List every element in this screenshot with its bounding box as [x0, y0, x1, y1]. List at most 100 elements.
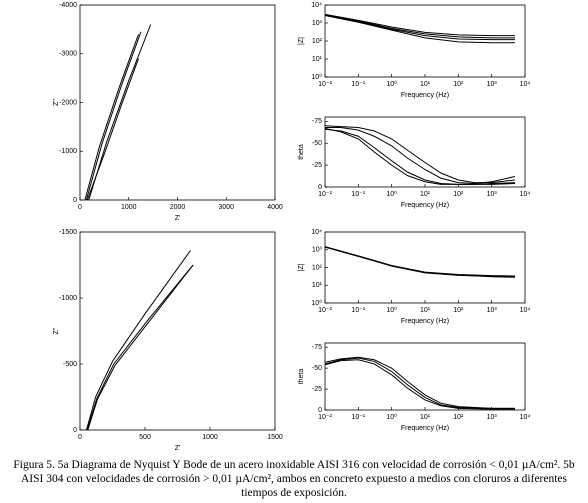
x-tick-label: 1500	[267, 434, 283, 441]
x-tick-label: 10²	[453, 307, 464, 314]
x-tick-label: 10⁴	[520, 414, 531, 421]
data-line	[324, 128, 515, 185]
y-tick-label: -50	[312, 365, 322, 372]
x-tick-label: 10⁻²	[318, 414, 332, 421]
x-tick-label: 10⁻¹	[351, 307, 365, 314]
data-line	[324, 14, 515, 41]
data-line	[324, 246, 515, 278]
y-tick-label: 10⁰	[311, 73, 322, 81]
y-tick-label: 10⁴	[311, 2, 322, 9]
y-tick-label: -50	[312, 140, 322, 147]
x-axis-label: Frequency (Hz)	[401, 425, 449, 432]
x-tick-label: 10⁰	[386, 306, 397, 314]
x-tick-label: 10⁴	[520, 307, 531, 314]
plot-frame	[324, 4, 526, 78]
x-tick-label: 2000	[170, 204, 186, 211]
y-axis-label: theta	[298, 369, 305, 385]
x-tick-label: 10⁻²	[318, 81, 332, 88]
y-tick-label: 10¹	[312, 282, 323, 289]
x-tick-label: 10¹	[420, 414, 431, 421]
y-tick-label: 0	[318, 407, 322, 414]
data-line	[324, 359, 515, 410]
y-tick-label: 10³	[312, 247, 323, 254]
y-tick-label: -75	[312, 118, 322, 125]
y-tick-label: -1500	[59, 229, 77, 236]
data-line	[324, 14, 515, 39]
x-axis-label: Z'	[175, 445, 181, 452]
y-tick-label: -3000	[59, 51, 77, 58]
x-tick-label: 10³	[487, 191, 498, 198]
y-tick-label: -500	[63, 361, 77, 368]
x-tick-label: 10⁻¹	[351, 414, 365, 421]
y-tick-label: 10²	[312, 264, 323, 271]
plot-frame	[79, 4, 276, 201]
y-tick-label: -25	[312, 386, 322, 393]
y-tick-label: -4000	[59, 2, 77, 9]
data-line	[324, 246, 515, 278]
x-axis-label: Frequency (Hz)	[401, 202, 449, 209]
y-tick-label: 0	[318, 184, 322, 191]
data-line	[324, 125, 516, 184]
y-tick-label: 10⁰	[311, 299, 322, 307]
x-tick-label: 10⁻²	[318, 191, 332, 198]
x-axis-label: Frequency (Hz)	[401, 92, 449, 99]
data-line	[324, 127, 515, 185]
x-tick-label: 1000	[121, 204, 137, 211]
y-axis-label: |Z|	[298, 263, 305, 271]
data-line	[84, 34, 139, 201]
x-tick-label: 10¹	[420, 81, 431, 88]
x-tick-label: 1000	[202, 434, 218, 441]
x-axis-label: Z'	[175, 215, 181, 222]
y-axis-label: Z''	[53, 328, 60, 335]
data-line	[325, 127, 516, 185]
x-tick-label: 10⁻¹	[351, 81, 365, 88]
y-tick-label: 10²	[312, 38, 323, 45]
figure: 0 1000 2000 3000 4000 0 -1000 -2000 -3000 -4000 Z'…	[53, 2, 531, 452]
x-tick-label: 10²	[453, 81, 464, 88]
x-tick-label: 10⁰	[386, 413, 397, 421]
x-tick-label: 3000	[218, 204, 234, 211]
y-tick-label: 10¹	[312, 56, 323, 63]
data-line	[88, 24, 152, 201]
y-tick-label: -2000	[59, 99, 77, 106]
x-tick-label: 0	[78, 434, 82, 441]
x-tick-label: 10⁴	[520, 191, 531, 198]
x-tick-label: 500	[139, 434, 151, 441]
data-line	[86, 250, 191, 431]
y-axis-label: theta	[298, 144, 305, 160]
x-tick-label: 4000	[267, 204, 283, 211]
data-line	[324, 13, 515, 37]
data-line	[87, 264, 194, 431]
y-tick-label: -1000	[59, 148, 77, 155]
x-tick-label: 10¹	[420, 307, 431, 314]
y-tick-label: -25	[312, 162, 322, 169]
y-axis-label: Z''	[53, 99, 60, 106]
x-tick-label: 10²	[453, 191, 464, 198]
x-tick-label: 10⁴	[520, 81, 531, 88]
x-tick-label: 10⁰	[386, 190, 397, 198]
y-tick-label: -75	[312, 344, 322, 351]
x-tick-label: 10⁻¹	[351, 191, 365, 198]
data-line	[324, 357, 515, 409]
y-tick-label: 10⁴	[311, 229, 322, 236]
x-tick-label: 10⁻²	[318, 307, 332, 314]
plot-frame	[324, 231, 526, 304]
x-tick-label: 0	[78, 204, 82, 211]
y-tick-label: 0	[73, 197, 77, 204]
y-axis-label: |Z|	[298, 37, 305, 45]
x-tick-label: 10²	[453, 414, 464, 421]
y-tick-label: 0	[73, 427, 77, 434]
plot-frame	[79, 231, 276, 431]
data-line	[86, 58, 139, 201]
data-line	[85, 31, 142, 201]
x-tick-label: 10³	[487, 414, 498, 421]
data-line	[86, 264, 194, 431]
data-line	[324, 356, 515, 409]
y-tick-label: -1000	[59, 295, 77, 302]
caption: Figura 5. 5a Diagrama de Nyquist Y Bode …	[13, 459, 575, 499]
x-tick-label: 10³	[487, 307, 498, 314]
x-tick-label: 10³	[487, 81, 498, 88]
x-tick-label: 10¹	[420, 191, 431, 198]
x-axis-label: Frequency (Hz)	[401, 318, 449, 325]
